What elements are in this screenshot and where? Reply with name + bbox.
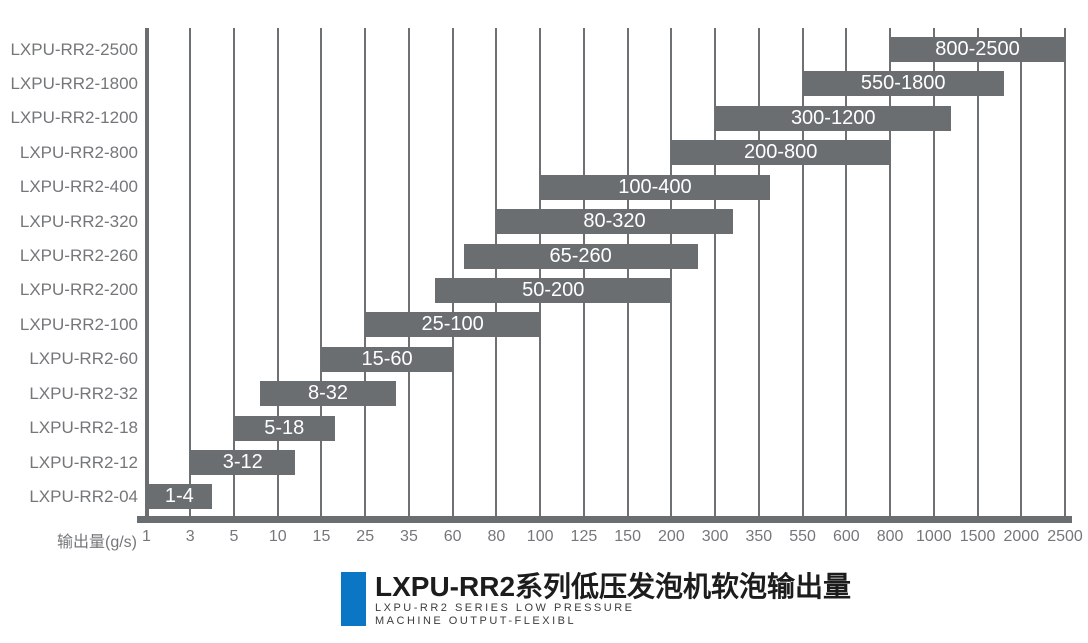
gridline-3 bbox=[189, 28, 192, 519]
range-bar-LXPU-RR2-1200: 300-1200 bbox=[715, 105, 952, 131]
model-label-LXPU-RR2-800: LXPU-RR2-800 bbox=[19, 142, 138, 162]
gridline-25 bbox=[364, 28, 367, 519]
x-tick-800: 800 bbox=[876, 528, 904, 545]
x-tick-60: 60 bbox=[443, 528, 462, 545]
gridline-125 bbox=[582, 28, 585, 519]
x-tick-35: 35 bbox=[400, 528, 418, 545]
model-label-LXPU-RR2-32: LXPU-RR2-32 bbox=[29, 383, 138, 403]
gridline-15 bbox=[320, 28, 323, 519]
x-tick-100: 100 bbox=[526, 528, 554, 545]
x-tick-2500: 2500 bbox=[1047, 528, 1083, 545]
x-tick-1500: 1500 bbox=[959, 528, 996, 545]
model-label-LXPU-RR2-12: LXPU-RR2-12 bbox=[29, 452, 138, 472]
x-tick-1000: 1000 bbox=[916, 528, 952, 545]
x-tick-2000: 2000 bbox=[1003, 528, 1040, 545]
chart-subtitle-line1: LXPU-RR2 SERIES LOW PRESSURE bbox=[375, 602, 635, 614]
gridline-1000 bbox=[932, 28, 935, 519]
range-bar-LXPU-RR2-32: 8-32 bbox=[260, 381, 396, 407]
model-label-LXPU-RR2-1800: LXPU-RR2-1800 bbox=[10, 73, 138, 93]
x-tick-3: 3 bbox=[185, 528, 195, 545]
range-bar-LXPU-RR2-2500: 800-2500 bbox=[890, 37, 1066, 62]
model-label-LXPU-RR2-200: LXPU-RR2-200 bbox=[19, 280, 138, 300]
caption-text: LXPU-RR2系列低压发泡机软泡输出量 LXPU-RR2 SERIES LOW… bbox=[375, 572, 851, 628]
gridline-350 bbox=[757, 28, 760, 519]
model-label-LXPU-RR2-60: LXPU-RR2-60 bbox=[29, 349, 138, 369]
caption-block: LXPU-RR2系列低压发泡机软泡输出量 LXPU-RR2 SERIES LOW… bbox=[341, 572, 851, 628]
x-axis-line bbox=[137, 516, 1072, 523]
gridline-80 bbox=[495, 28, 498, 519]
range-bar-LXPU-RR2-260: 65-260 bbox=[463, 243, 698, 269]
range-bar-LXPU-RR2-200: 50-200 bbox=[435, 277, 672, 303]
gridline-1500 bbox=[976, 28, 979, 519]
x-axis-title: 输出量(g/s) bbox=[56, 534, 137, 551]
model-label-LXPU-RR2-18: LXPU-RR2-18 bbox=[29, 418, 138, 438]
gridline-150 bbox=[626, 28, 629, 519]
gridline-10 bbox=[276, 28, 279, 519]
gridline-2000 bbox=[1020, 28, 1023, 519]
range-bar-LXPU-RR2-320: 80-320 bbox=[496, 209, 733, 235]
gridline-200 bbox=[670, 28, 673, 519]
model-label-LXPU-RR2-320: LXPU-RR2-320 bbox=[19, 211, 138, 231]
x-tick-550: 550 bbox=[789, 528, 816, 545]
range-bar-LXPU-RR2-18: 5-18 bbox=[233, 415, 335, 441]
x-tick-80: 80 bbox=[487, 528, 506, 545]
x-tick-15: 15 bbox=[312, 528, 331, 545]
gridline-35 bbox=[407, 28, 410, 519]
gridline-600 bbox=[845, 28, 848, 519]
x-tick-25: 25 bbox=[356, 528, 375, 545]
model-label-LXPU-RR2-100: LXPU-RR2-100 bbox=[19, 314, 138, 334]
range-bar-LXPU-RR2-12: 3-12 bbox=[190, 450, 296, 476]
x-tick-10: 10 bbox=[268, 528, 287, 545]
gridline-1 bbox=[144, 28, 149, 519]
chart-title: LXPU-RR2系列低压发泡机软泡输出量 bbox=[375, 571, 852, 602]
x-tick-5: 5 bbox=[229, 528, 239, 545]
gridline-60 bbox=[451, 28, 454, 519]
x-tick-150: 150 bbox=[614, 528, 641, 545]
accent-square bbox=[341, 572, 366, 626]
range-bar-LXPU-RR2-800: 200-800 bbox=[671, 140, 891, 166]
x-tick-200: 200 bbox=[658, 528, 685, 545]
range-bar-LXPU-RR2-1800: 550-1800 bbox=[802, 71, 1004, 97]
chart-subtitle-line2: MACHINE OUTPUT-FLEXIBL bbox=[375, 615, 577, 627]
x-tick-350: 350 bbox=[745, 528, 773, 545]
x-tick-300: 300 bbox=[701, 528, 729, 545]
x-tick-125: 125 bbox=[570, 528, 598, 545]
model-label-LXPU-RR2-1200: LXPU-RR2-1200 bbox=[10, 108, 138, 128]
gridline-5 bbox=[232, 28, 235, 519]
gridline-2500 bbox=[1064, 28, 1067, 519]
gridline-100 bbox=[539, 28, 542, 519]
x-tick-600: 600 bbox=[832, 528, 860, 545]
range-bar-LXPU-RR2-400: 100-400 bbox=[540, 174, 770, 200]
gridline-300 bbox=[714, 28, 717, 519]
x-tick-1: 1 bbox=[142, 528, 151, 545]
model-label-LXPU-RR2-2500: LXPU-RR2-2500 bbox=[10, 39, 138, 59]
model-label-LXPU-RR2-04: LXPU-RR2-04 bbox=[29, 486, 138, 506]
range-bar-LXPU-RR2-60: 15-60 bbox=[321, 346, 453, 372]
gridline-550 bbox=[801, 28, 804, 519]
model-label-LXPU-RR2-260: LXPU-RR2-260 bbox=[19, 246, 138, 266]
model-label-LXPU-RR2-400: LXPU-RR2-400 bbox=[19, 177, 138, 197]
gridline-800 bbox=[889, 28, 892, 519]
range-bar-LXPU-RR2-04: 1-4 bbox=[146, 484, 213, 510]
range-bar-LXPU-RR2-100: 25-100 bbox=[365, 312, 541, 338]
